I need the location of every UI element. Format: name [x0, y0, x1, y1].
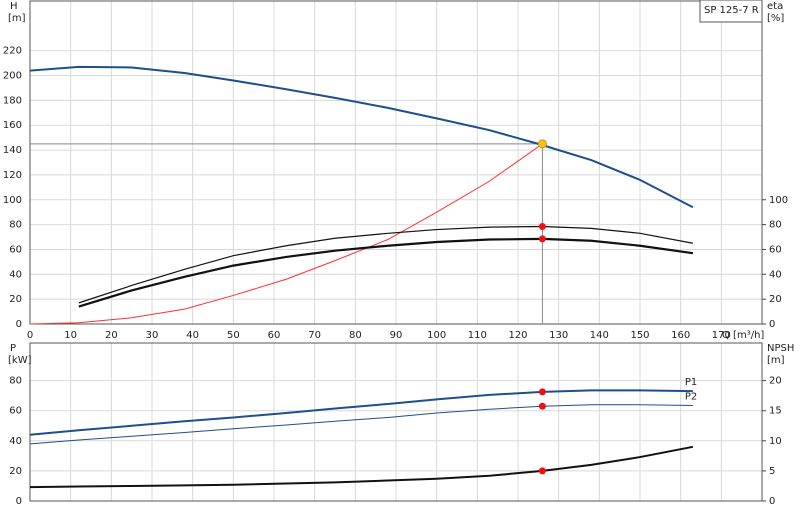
x-tick-label: 10	[64, 330, 77, 341]
y-axis-unit: [m]	[8, 13, 26, 24]
y-tick-label: 100	[3, 195, 22, 206]
x-tick-label: 30	[146, 330, 159, 341]
curve	[78, 225, 693, 304]
series-label: P2	[685, 391, 697, 402]
duty-point	[538, 402, 546, 410]
duty-point	[538, 235, 546, 243]
y2-axis-label: eta	[767, 1, 783, 12]
y-tick-label: 40	[9, 269, 22, 280]
curve	[29, 445, 694, 489]
y-tick-label: 120	[3, 170, 22, 181]
y-tick-label: 0	[16, 496, 22, 507]
y2-tick-label: 15	[769, 406, 782, 417]
x-axis-label: Q [m³/h]	[722, 330, 764, 341]
y-tick-label: 20	[9, 294, 22, 305]
y2-tick-label: 100	[769, 195, 788, 206]
y-axis-label: P	[10, 343, 16, 354]
duty-point	[538, 467, 546, 475]
curve	[29, 404, 693, 445]
y2-tick-label: 20	[769, 294, 782, 305]
y2-tick-label: 40	[769, 269, 782, 280]
x-tick-label: 80	[349, 330, 362, 341]
y-tick-label: 60	[9, 244, 22, 255]
x-tick-label: 170	[712, 330, 731, 341]
x-tick-label: 100	[427, 330, 446, 341]
series-label: P1	[685, 377, 697, 388]
plot-frame	[29, 342, 763, 502]
x-tick-label: 120	[508, 330, 527, 341]
title-box	[699, 0, 763, 23]
y-tick-label: 20	[9, 466, 22, 477]
y2-tick-label: 5	[769, 466, 775, 477]
x-tick-label: 70	[308, 330, 321, 341]
x-tick-label: 0	[27, 330, 33, 341]
curve	[78, 237, 694, 308]
x-tick-label: 140	[590, 330, 609, 341]
y-tick-label: 200	[3, 71, 22, 82]
y2-axis-unit: [m]	[767, 355, 785, 366]
y2-tick-label: 20	[769, 376, 782, 387]
y2-tick-label: 80	[769, 220, 782, 231]
y2-tick-label: 0	[769, 319, 775, 330]
y2-tick-label: 60	[769, 244, 782, 255]
y2-tick-label: 10	[769, 436, 782, 447]
x-tick-label: 20	[105, 330, 118, 341]
y2-tick-label: 0	[769, 496, 775, 507]
curve	[29, 65, 694, 209]
y-axis-unit: [kW]	[8, 355, 32, 366]
y2-axis-label: NPSH	[767, 343, 794, 354]
operating-point	[537, 139, 547, 149]
y-tick-label: 40	[9, 436, 22, 447]
x-tick-label: 160	[671, 330, 690, 341]
duty-point	[538, 388, 546, 396]
y-tick-label: 160	[3, 120, 22, 131]
y-tick-label: 220	[3, 46, 22, 57]
y-tick-label: 180	[3, 95, 22, 106]
x-tick-label: 150	[630, 330, 649, 341]
y-tick-label: 0	[16, 319, 22, 330]
curve	[29, 143, 543, 325]
x-tick-label: 130	[549, 330, 568, 341]
curve	[29, 389, 693, 436]
plot-frame	[29, 0, 763, 325]
y-axis-label: H	[10, 1, 18, 12]
x-tick-label: 50	[227, 330, 240, 341]
y-tick-label: 60	[9, 406, 22, 417]
y-tick-label: 140	[3, 145, 22, 156]
y-tick-label: 80	[9, 220, 22, 231]
x-tick-label: 110	[468, 330, 487, 341]
y2-axis-unit: [%]	[767, 13, 784, 24]
x-tick-label: 40	[186, 330, 199, 341]
chart-title: SP 125-7 R	[704, 5, 759, 16]
x-tick-label: 90	[390, 330, 403, 341]
x-tick-label: 60	[268, 330, 281, 341]
duty-point	[538, 222, 546, 230]
y-tick-label: 80	[9, 376, 22, 387]
